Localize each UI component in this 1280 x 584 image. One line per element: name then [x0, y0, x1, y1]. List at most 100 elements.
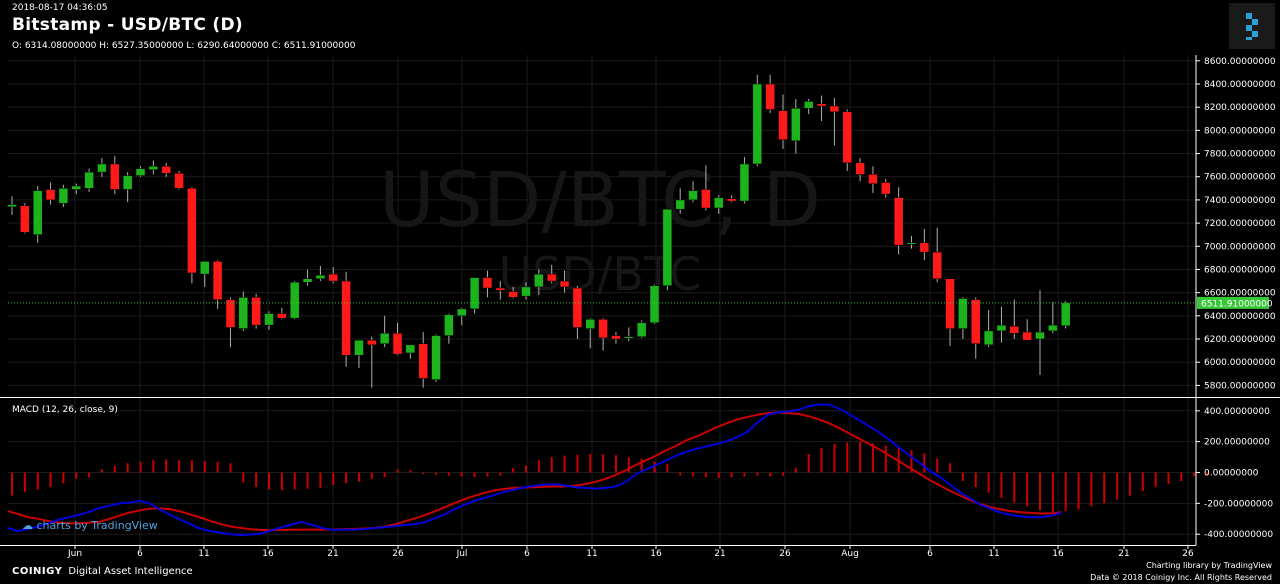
footer-brand: COINIGY Digital Asset Intelligence [12, 566, 193, 577]
macd-line [7, 403, 1062, 537]
price-tick-label: 5800.00000000 [1204, 381, 1276, 391]
candle-down [392, 332, 403, 355]
candle-up [585, 319, 595, 329]
candles [7, 74, 1071, 388]
candle-down [1022, 331, 1032, 341]
price-tick-label: 6400.00000000 [1204, 312, 1276, 322]
time-tick-label: 6 [524, 549, 530, 559]
candle-up [1060, 302, 1071, 327]
price-tick-label: 8200.00000000 [1204, 103, 1276, 113]
candle-down [868, 174, 878, 184]
candle-down [225, 299, 236, 328]
candle-up [1048, 324, 1058, 332]
candle-down [1009, 326, 1020, 334]
candle-down [598, 319, 608, 339]
candle-up [983, 330, 994, 346]
candle-up [315, 275, 326, 279]
candle-up [1035, 331, 1045, 340]
time-tick-label: 6 [927, 549, 933, 559]
time-tick-label: 16 [650, 549, 662, 559]
tradingview-icon: ☁ [22, 519, 37, 532]
candle-down [187, 188, 197, 274]
candle-down [919, 242, 930, 253]
time-tick-label: 16 [262, 549, 274, 559]
candle-up [958, 298, 968, 329]
candle-down [174, 173, 184, 189]
last-price-label: 6511.91000000 [1201, 299, 1273, 309]
footer-credits: Charting library by TradingView Data © 2… [1090, 560, 1272, 584]
time-tick-label: 11 [198, 549, 209, 559]
macd-tick-label: 200.00000000 [1204, 438, 1270, 448]
candle-down [341, 280, 351, 356]
time-tick-label: 16 [1052, 549, 1064, 559]
candle-up [906, 242, 917, 245]
time-tick-label: 26 [1182, 549, 1194, 559]
candle-up [624, 336, 634, 339]
candle-up [238, 297, 249, 329]
candle-up [354, 339, 364, 356]
candle-up [662, 208, 673, 286]
candle-down [212, 261, 223, 300]
macd-title: MACD (12, 26, close, 9) [12, 405, 118, 415]
candle-up [264, 313, 274, 326]
candle-down [816, 103, 827, 107]
candle-down [482, 277, 493, 289]
time-tick-label: Jul [456, 549, 468, 559]
candle-up [469, 277, 480, 310]
candle-up [714, 197, 724, 209]
last-price-badge [1197, 296, 1269, 309]
price-tick-label: 7600.00000000 [1204, 173, 1276, 183]
candle-down [20, 205, 30, 233]
candle-down [726, 198, 737, 202]
candle-up [521, 286, 531, 297]
coinigy-logo-icon [1246, 13, 1258, 40]
candle-up [32, 190, 43, 235]
candle-up [148, 166, 159, 171]
candle-up [405, 344, 416, 354]
candle-down [778, 110, 788, 140]
time-tick-label: 11 [586, 549, 597, 559]
candle-up [675, 199, 685, 210]
candle-down [328, 273, 338, 282]
candle-up [688, 190, 698, 201]
price-tick-label: 7000.00000000 [1204, 242, 1276, 252]
macd-tick-label: -400.00000000 [1204, 530, 1273, 540]
price-tick-label: 8400.00000000 [1204, 80, 1276, 90]
candle-down [572, 287, 583, 328]
candle-up [200, 261, 210, 275]
chart-title: Bitstamp - USD/BTC (D) [12, 15, 243, 35]
chart-timestamp: 2018-08-17 04:36:05 [12, 3, 108, 13]
time-tick-label: Aug [841, 549, 859, 559]
candle-up [803, 101, 814, 109]
candle-down [277, 313, 287, 319]
candle-up [996, 324, 1007, 332]
candle-up [636, 322, 647, 337]
candle-up [302, 278, 313, 283]
charting-credit[interactable]: Charting library by TradingView [1146, 561, 1272, 570]
candle-down [611, 335, 621, 340]
candle-down [251, 297, 261, 326]
ohlc-readout: O: 6314.08000000 H: 6527.35000000 L: 629… [12, 41, 356, 51]
axis-labels: 5800.000000006000.000000006200.000000006… [12, 57, 1276, 559]
tradingview-badge[interactable]: ☁ charts by TradingView [22, 519, 158, 532]
candle-down [559, 280, 570, 288]
time-tick-label: 26 [392, 549, 404, 559]
coinigy-logo-button[interactable] [1229, 3, 1275, 49]
data-credit: Data © 2018 Coinigy Inc. All Rights Rese… [1090, 573, 1272, 582]
macd-tick-label: 400.00000000 [1204, 407, 1270, 417]
time-tick-label: 6 [137, 549, 143, 559]
candle-down [881, 182, 891, 195]
candle-down [893, 197, 904, 246]
price-tick-label: 7800.00000000 [1204, 150, 1276, 160]
candle-down [495, 287, 506, 291]
time-tick-label: 21 [714, 549, 725, 559]
price-tick-label: 7400.00000000 [1204, 196, 1276, 206]
brand-name: COINIGY [12, 566, 63, 577]
macd-tick-label: 0.00000000 [1204, 469, 1259, 479]
time-tick-label: 21 [1118, 549, 1129, 559]
candle-up [791, 108, 801, 142]
candle-up [7, 204, 17, 208]
candle-up [289, 281, 300, 319]
candle-down [971, 299, 981, 344]
